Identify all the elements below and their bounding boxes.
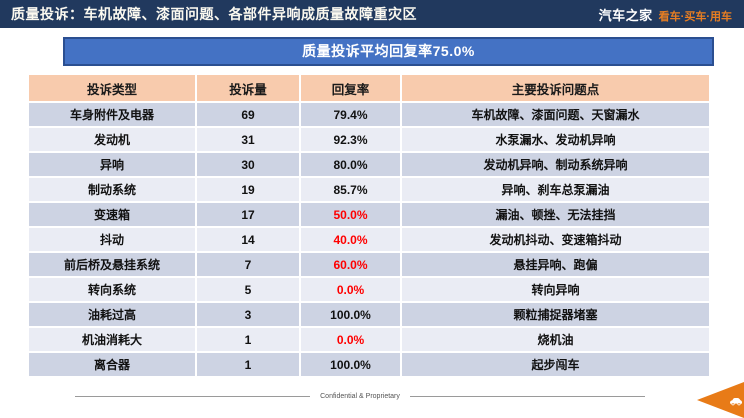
header-complaint-count: 投诉量 — [197, 75, 299, 101]
cell-type: 异响 — [29, 153, 195, 176]
cell-count: 3 — [197, 303, 299, 326]
table-row: 发动机 31 92.3% 水泵漏水、发动机异响 — [29, 128, 709, 151]
cell-issues: 转向异响 — [402, 278, 709, 301]
cell-rate: 0.0% — [301, 328, 400, 351]
table-row: 机油消耗大 1 0.0% 烧机油 — [29, 328, 709, 351]
cell-count: 69 — [197, 103, 299, 126]
complaints-table: 投诉类型 投诉量 回复率 主要投诉问题点 车身附件及电器 69 79.4% 车机… — [27, 73, 711, 378]
header-complaint-type: 投诉类型 — [29, 75, 195, 101]
table-row: 制动系统 19 85.7% 异响、刹车总泵漏油 — [29, 178, 709, 201]
corner-arrow-decoration — [697, 382, 744, 418]
cell-type: 变速箱 — [29, 203, 195, 226]
footer-rule-left — [75, 396, 311, 397]
cell-count: 1 — [197, 353, 299, 376]
cell-issues: 发动机抖动、变速箱抖动 — [402, 228, 709, 251]
cell-type: 油耗过高 — [29, 303, 195, 326]
cell-type: 转向系统 — [29, 278, 195, 301]
cell-rate: 100.0% — [301, 303, 400, 326]
confidential-footer: Confidential & Proprietary — [75, 393, 646, 400]
cell-issues: 烧机油 — [402, 328, 709, 351]
footer-rule-right — [409, 396, 646, 397]
cell-rate: 50.0% — [301, 203, 400, 226]
cell-issues: 悬挂异响、跑偏 — [402, 253, 709, 276]
cell-issues: 漏油、顿挫、无法挂挡 — [402, 203, 709, 226]
cell-issues: 异响、刹车总泵漏油 — [402, 178, 709, 201]
cell-type: 制动系统 — [29, 178, 195, 201]
cell-count: 31 — [197, 128, 299, 151]
table-header-row: 投诉类型 投诉量 回复率 主要投诉问题点 — [29, 75, 709, 101]
average-reply-rate-banner: 质量投诉平均回复率75.0% — [63, 37, 714, 66]
cell-issues: 发动机异响、制动系统异响 — [402, 153, 709, 176]
cell-type: 前后桥及悬挂系统 — [29, 253, 195, 276]
cell-rate: 0.0% — [301, 278, 400, 301]
logo-tagline-text: 看车·买车·用车 — [658, 10, 732, 23]
cell-rate: 100.0% — [301, 353, 400, 376]
confidential-text: Confidential & Proprietary — [320, 393, 400, 400]
table-row: 离合器 1 100.0% 起步闯车 — [29, 353, 709, 376]
cell-rate: 92.3% — [301, 128, 400, 151]
cell-count: 19 — [197, 178, 299, 201]
table-body: 车身附件及电器 69 79.4% 车机故障、漆面问题、天窗漏水 发动机 31 9… — [29, 103, 709, 376]
cell-rate: 60.0% — [301, 253, 400, 276]
cell-count: 14 — [197, 228, 299, 251]
cell-issues: 颗粒捕捉器堵塞 — [402, 303, 709, 326]
cell-rate: 40.0% — [301, 228, 400, 251]
cell-count: 17 — [197, 203, 299, 226]
slide-title: 质量投诉：车机故障、漆面问题、各部件异响成质量故障重灾区 — [11, 6, 417, 22]
logo-brand-text: 汽车之家 — [598, 7, 653, 23]
table-row: 车身附件及电器 69 79.4% 车机故障、漆面问题、天窗漏水 — [29, 103, 709, 126]
table-row: 转向系统 5 0.0% 转向异响 — [29, 278, 709, 301]
cell-count: 30 — [197, 153, 299, 176]
cell-count: 1 — [197, 328, 299, 351]
cell-type: 抖动 — [29, 228, 195, 251]
header-reply-rate: 回复率 — [301, 75, 400, 101]
cell-type: 机油消耗大 — [29, 328, 195, 351]
top-bar: 质量投诉：车机故障、漆面问题、各部件异响成质量故障重灾区 汽车之家 看车·买车·… — [0, 0, 744, 28]
cell-issues: 水泵漏水、发动机异响 — [402, 128, 709, 151]
cell-type: 车身附件及电器 — [29, 103, 195, 126]
cell-issues: 车机故障、漆面问题、天窗漏水 — [402, 103, 709, 126]
cell-rate: 85.7% — [301, 178, 400, 201]
cell-rate: 80.0% — [301, 153, 400, 176]
table-row: 油耗过高 3 100.0% 颗粒捕捉器堵塞 — [29, 303, 709, 326]
autohome-logo: 汽车之家 看车·买车·用车 — [599, 5, 732, 24]
car-icon — [730, 398, 742, 406]
cell-issues: 起步闯车 — [402, 353, 709, 376]
table-row: 变速箱 17 50.0% 漏油、顿挫、无法挂挡 — [29, 203, 709, 226]
table-row: 抖动 14 40.0% 发动机抖动、变速箱抖动 — [29, 228, 709, 251]
header-main-issues: 主要投诉问题点 — [402, 75, 709, 101]
cell-count: 7 — [197, 253, 299, 276]
table-row: 前后桥及悬挂系统 7 60.0% 悬挂异响、跑偏 — [29, 253, 709, 276]
cell-type: 离合器 — [29, 353, 195, 376]
cell-rate: 79.4% — [301, 103, 400, 126]
table-row: 异响 30 80.0% 发动机异响、制动系统异响 — [29, 153, 709, 176]
cell-type: 发动机 — [29, 128, 195, 151]
cell-count: 5 — [197, 278, 299, 301]
